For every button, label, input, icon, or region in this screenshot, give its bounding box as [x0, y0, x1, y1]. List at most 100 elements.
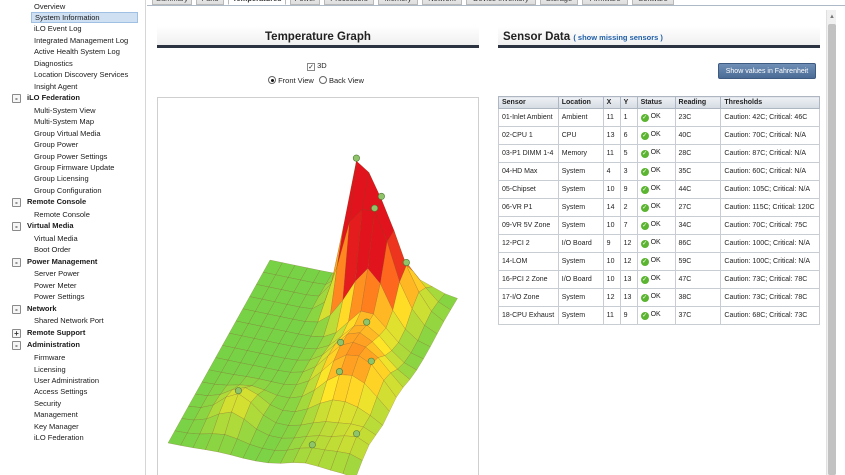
sidebar-item-group-licensing[interactable]: Group Licensing — [34, 174, 89, 184]
show-missing-sensors-link[interactable]: ( show missing sensors ) — [573, 33, 663, 42]
column-header-location[interactable]: Location — [557, 96, 604, 109]
sidebar-item-power-settings[interactable]: Power Settings — [34, 292, 85, 302]
tab-software[interactable]: Software — [632, 0, 674, 5]
sidebar-item-group-configuration[interactable]: Group Configuration — [34, 185, 102, 195]
show-fahrenheit-button[interactable]: Show values in Fahrenheit — [718, 63, 816, 79]
status-ok-icon: ✓ — [640, 168, 649, 176]
cell-reading: 23C — [674, 108, 722, 127]
sidebar-item-firmware[interactable]: Firmware — [34, 353, 66, 363]
sidebar-item-boot-order[interactable]: Boot Order — [34, 245, 71, 255]
option-3d[interactable]: ✓ 3D — [307, 61, 327, 71]
sidebar-item-group-power-settings[interactable]: Group Power Settings — [34, 151, 108, 161]
tab-device-inventory[interactable]: Device Inventory — [466, 0, 536, 5]
sidebar-section-ilo-federation[interactable]: - iLO Federation — [12, 92, 80, 104]
sidebar-item-group-firmware-update[interactable]: Group Firmware Update — [34, 162, 115, 172]
sidebar-section-virtual-media[interactable]: - Virtual Media — [12, 220, 74, 232]
cell-sensor: 16-PCI 2 Zone — [498, 270, 559, 289]
sidebar-section-power-management[interactable]: - Power Management — [12, 256, 97, 268]
status-ok-icon: ✓ — [640, 204, 649, 212]
cell-sensor: 03-P1 DIMM 1-4 — [498, 144, 559, 163]
status-ok-icon: ✓ — [640, 132, 649, 140]
tab-temperatures[interactable]: Temperatures — [228, 0, 286, 5]
cell-status: ✓ OK — [636, 126, 676, 145]
sidebar-item-system-information[interactable]: System Information — [31, 11, 138, 23]
cell-x: 10 — [602, 252, 621, 271]
status-text: OK — [650, 167, 661, 174]
sensor-table-header: Sensor Location X Y Status Reading Thresholds — [498, 96, 820, 109]
radio-back-view[interactable] — [318, 76, 327, 84]
cell-reading: 37C — [674, 306, 722, 325]
sidebar-section-remote-support[interactable]: + Remote Support — [12, 327, 85, 339]
sidebar-section-administration[interactable]: - Administration — [12, 339, 80, 351]
cell-thresholds: Caution: 105C; Critical: N/A — [720, 180, 820, 199]
cell-y: 3 — [619, 162, 638, 181]
sidebar-item-management[interactable]: Management — [34, 410, 78, 420]
expand-icon[interactable]: + — [12, 328, 21, 338]
sidebar-item-location-discovery-services[interactable]: Location Discovery Services — [34, 70, 129, 80]
tab-fans[interactable]: Fans — [196, 0, 224, 5]
collapse-icon[interactable]: - — [12, 304, 21, 314]
cell-reading: 28C — [674, 144, 722, 163]
page-scrollbar[interactable]: ▲ — [826, 10, 836, 475]
scrollbar-thumb[interactable] — [828, 24, 836, 475]
sidebar-item-power-meter[interactable]: Power Meter — [34, 280, 77, 290]
collapse-icon[interactable]: - — [12, 94, 21, 104]
sidebar-item-active-health-system-log[interactable]: Active Health System Log — [34, 47, 120, 57]
cell-location: I/O Board — [557, 270, 604, 289]
status-text: OK — [650, 131, 661, 138]
tab-processors[interactable]: Processors — [324, 0, 374, 5]
column-header-thresholds[interactable]: Thresholds — [720, 96, 820, 109]
collapse-icon[interactable]: - — [12, 257, 21, 267]
sidebar-item-group-virtual-media[interactable]: Group Virtual Media — [34, 128, 101, 138]
cell-status: ✓ OK — [636, 252, 676, 271]
tab-firmware[interactable]: Firmware — [582, 0, 628, 5]
sidebar-item-virtual-media[interactable]: Virtual Media — [34, 233, 78, 243]
cell-status: ✓ OK — [636, 288, 676, 307]
checkbox-3d[interactable]: ✓ — [307, 63, 315, 71]
tab-network[interactable]: Network — [422, 0, 462, 5]
collapse-icon[interactable]: - — [12, 198, 21, 208]
sidebar-item-multi-system-view[interactable]: Multi-System View — [34, 105, 96, 115]
sidebar-item-server-power[interactable]: Server Power — [34, 269, 80, 279]
cell-x: 13 — [602, 126, 621, 145]
sidebar-item-ilo-event-log[interactable]: iLO Event Log — [34, 24, 82, 34]
column-header-reading[interactable]: Reading — [674, 96, 722, 109]
sidebar-item-overview[interactable]: Overview — [34, 1, 66, 11]
sensor-marker — [367, 357, 375, 365]
tab-bar: Summary Fans Temperatures Power Processors Me… — [147, 0, 845, 6]
sidebar-item-diagnostics[interactable]: Diagnostics — [34, 58, 73, 68]
sidebar-item-licensing[interactable]: Licensing — [34, 364, 66, 374]
tab-summary[interactable]: Summary — [152, 0, 192, 5]
sidebar-item-remote-console[interactable]: Remote Console — [34, 209, 90, 219]
column-header-y[interactable]: Y — [619, 96, 638, 109]
sidebar-section-remote-console[interactable]: - Remote Console — [12, 196, 86, 208]
sidebar-item-group-power[interactable]: Group Power — [34, 140, 79, 150]
sidebar-item-insight-agent[interactable]: Insight Agent — [34, 81, 78, 91]
column-header-x[interactable]: X — [602, 96, 621, 109]
cell-location: System — [557, 180, 604, 199]
sidebar-item-security[interactable]: Security — [34, 398, 62, 408]
cell-location: System — [557, 216, 604, 235]
status-text: OK — [650, 221, 661, 228]
sidebar-section-network[interactable]: - Network — [12, 303, 57, 315]
sidebar-item-integrated-management-log[interactable]: Integrated Management Log — [34, 35, 129, 45]
cell-location: Ambient — [557, 108, 604, 127]
column-header-sensor[interactable]: Sensor — [498, 96, 559, 109]
sidebar-item-shared-network-port[interactable]: Shared Network Port — [34, 316, 104, 326]
radio-front-view[interactable] — [268, 76, 276, 84]
cell-thresholds: Caution: 100C; Critical: N/A — [720, 234, 820, 253]
sidebar-item-ilo-federation[interactable]: iLO Federation — [34, 433, 84, 443]
sidebar-item-user-administration[interactable]: User Administration — [34, 375, 100, 385]
collapse-icon[interactable]: - — [12, 222, 21, 232]
cell-location: System — [557, 162, 604, 181]
tab-storage[interactable]: Storage — [540, 0, 578, 5]
collapse-icon[interactable]: - — [12, 341, 21, 351]
tab-memory[interactable]: Memory — [378, 0, 418, 5]
tab-power[interactable]: Power — [290, 0, 320, 5]
sidebar-item-key-manager[interactable]: Key Manager — [34, 421, 79, 431]
sidebar-item-access-settings[interactable]: Access Settings — [34, 387, 88, 397]
column-header-status[interactable]: Status — [636, 96, 676, 109]
sidebar-item-multi-system-map[interactable]: Multi-System Map — [34, 117, 95, 127]
cell-sensor: 14-LOM — [498, 252, 559, 271]
scroll-up-arrow-icon[interactable]: ▲ — [829, 14, 835, 20]
